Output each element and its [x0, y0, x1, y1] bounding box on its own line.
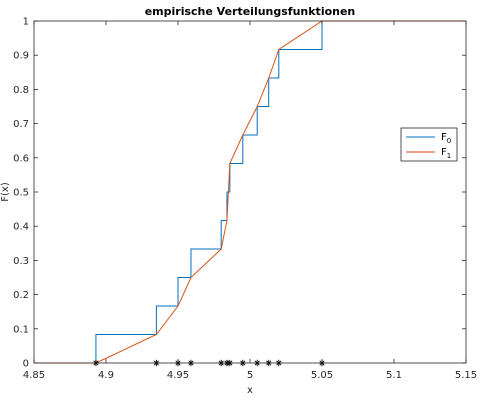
legend: F0 F1 — [400, 127, 458, 162]
y-tick-label-4: 0.4 — [13, 222, 29, 233]
y-tick-label-7: 0.7 — [13, 119, 29, 130]
series-line-1 — [34, 20, 466, 364]
y-tick-label-5: 0.5 — [13, 188, 29, 199]
chart-title: empirische Verteilungsfunktionen — [145, 5, 356, 18]
y-tick-label-10: 1 — [23, 17, 29, 28]
x-tick-label-0: 4.85 — [23, 370, 45, 381]
y-tick-label-9: 0.9 — [13, 51, 29, 62]
y-tick-label-2: 0.2 — [13, 290, 29, 301]
x-tick-label-5: 5.1 — [386, 370, 402, 381]
legend-entry-1-subscript: 1 — [447, 152, 451, 160]
legend-entry-0-subscript: 0 — [447, 137, 451, 145]
x-tick-label-6: 5.15 — [455, 370, 477, 381]
legend-entry-1: F1 — [441, 147, 451, 160]
tick-layer: 4.85 4.9 4.95 5 5.05 5.1 5.15 0 0.1 0.2 0.3 0.4 0.5 0… — [13, 17, 477, 382]
legend-box — [400, 127, 458, 162]
x-tick-label-4: 5.05 — [311, 370, 333, 381]
legend-entry-0-name: F — [441, 132, 447, 143]
y-tick-label-3: 0.3 — [13, 256, 29, 267]
y-tick-label-1: 0.1 — [13, 324, 29, 335]
x-tick-label-3: 5 — [247, 370, 253, 381]
axes-box — [34, 21, 466, 363]
plot-area: 4.85 4.9 4.95 5 5.05 5.1 5.15 0 0.1 0.2 0.3 0.4 0.5 0… — [13, 17, 477, 382]
legend-entry-0: F0 — [441, 132, 451, 145]
y-tick-label-0: 0 — [23, 359, 29, 370]
series-layer — [34, 20, 466, 364]
legend-entry-1-name: F — [441, 147, 447, 158]
y-tick-label-6: 0.6 — [13, 153, 29, 164]
x-tick-label-1: 4.9 — [98, 370, 114, 381]
y-axis-label: F(x) — [0, 182, 11, 202]
y-tick-label-8: 0.8 — [13, 85, 29, 96]
x-axis-label: x — [247, 385, 253, 396]
x-tick-label-2: 4.95 — [167, 370, 189, 381]
